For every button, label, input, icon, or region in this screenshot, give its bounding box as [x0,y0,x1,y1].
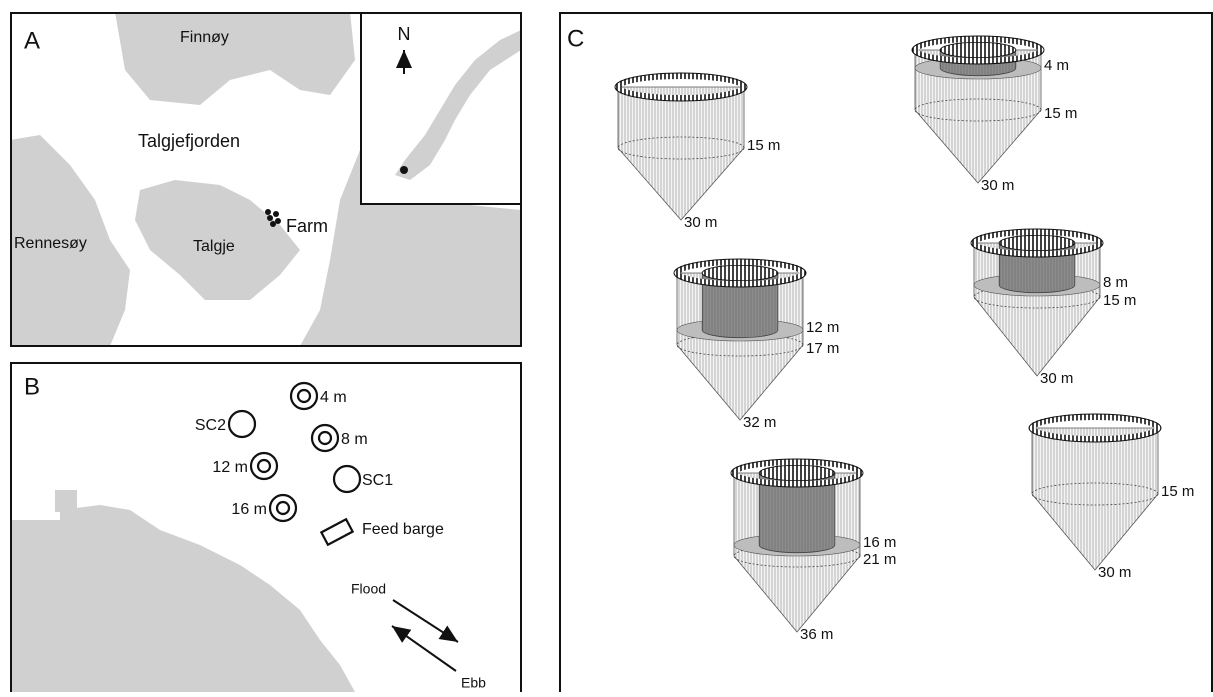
panel-b: B SC2 4 m 8 m 12 m SC1 16 m Feed barge F… [10,362,522,694]
north-label: N [398,24,411,44]
place-label: Rennesøy [14,235,87,252]
cage-bottom-ring [617,136,745,160]
land [10,505,355,692]
panel-label: A [24,27,40,54]
cage-rim-edge [730,458,864,488]
barge-label: Feed barge [362,521,444,538]
depth-label: 30 m [1040,370,1073,387]
panel-label: C [567,25,584,52]
location-dot [400,166,408,174]
depth-label: 30 m [1098,564,1131,581]
norway [395,30,521,180]
farm-dots [265,209,281,227]
cage: 16 m21 m 36 m [730,458,896,643]
cage-rim [1029,414,1161,442]
cage: 4 m 15 m 30 m [911,35,1077,194]
cage-rim [615,73,747,101]
land [55,490,77,512]
inset-frame [360,12,522,205]
panel-c: C 15 m30 m4 m15 m30 m12 m17 m32 m8 m15 m… [559,12,1213,694]
cage-bottom-ring [1031,482,1159,506]
depth-label: 8 m [1103,274,1128,291]
cage-label: 4 m [320,389,347,406]
land [10,135,130,346]
cage-rim-edge [673,258,807,288]
cage-net [914,49,1042,184]
cage-label: 12 m [212,459,248,476]
depth-label: 15 m [1044,105,1077,122]
cage: 15 m 30 m [1028,413,1194,581]
depth-label: 15 m [1103,292,1136,309]
skirt-top [998,234,1076,252]
depth-label: 16 m [863,534,896,551]
cage-bottom-ring [914,98,1042,122]
skirt-top [758,464,836,482]
depth-label: 32 m [743,414,776,431]
depth-label: 21 m [863,551,896,568]
cage-label: 16 m [231,501,267,518]
cage-label: 8 m [341,431,368,448]
cage: 15 m 30 m [614,72,780,231]
cage: 12 m 17 m 32 m [673,258,839,431]
cage-rim [912,36,1044,64]
place-label: Talgjefjorden [138,131,240,151]
panel-a: N A Finnøy Talgjefjorden Rennesøy Talgje… [10,12,522,347]
cage-rim [674,259,806,287]
inset: N [360,12,522,205]
cage-rim-edge [1028,413,1162,443]
ebb-arrow [391,625,457,672]
depth-label: 17 m [806,340,839,357]
cage-rim [731,459,863,487]
depth-label: 4 m [1044,57,1069,74]
current-label: Ebb [461,675,486,691]
cage-net [617,86,745,221]
place-label: Talgje [193,238,235,255]
depth-label: 30 m [684,214,717,231]
panel-label: B [24,373,40,400]
skirt-top [939,41,1017,59]
depth-label: 36 m [800,626,833,643]
current-label: Flood [351,581,386,597]
cage-rim-edge [911,35,1045,65]
land [300,150,521,346]
cage-label: SC2 [195,417,226,434]
cage-rim [971,229,1103,257]
cage-rim-edge [614,72,748,102]
place-label: Farm [286,216,328,236]
skirt [758,472,836,554]
cages [227,381,362,547]
skirt [701,272,779,339]
cage-net [1031,427,1159,571]
cage-rim-edge [970,228,1104,258]
place-label: Finnøy [180,29,229,46]
depth-label: 15 m [747,137,780,154]
depth-label: 15 m [1161,483,1194,500]
cage: 8 m15 m 30 m [970,228,1136,387]
skirt-top [701,264,779,282]
depth-label: 12 m [806,319,839,336]
depth-label: 30 m [981,177,1014,194]
cage-label: SC1 [362,472,393,489]
flood-arrow [392,599,459,643]
land [135,180,300,300]
land [115,12,355,105]
